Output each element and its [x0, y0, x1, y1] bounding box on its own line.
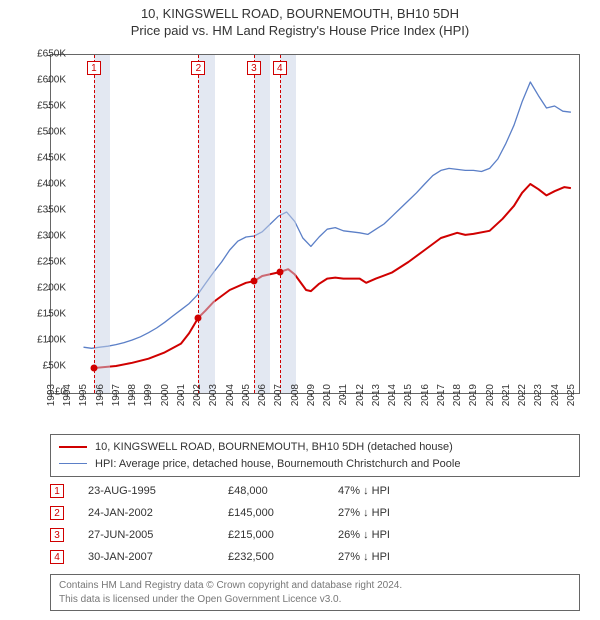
x-axis-label: 2022: [517, 384, 528, 414]
event-row: 2 24-JAN-2002£145,00027% ↓ HPI: [50, 502, 580, 524]
event-divider: [198, 55, 199, 393]
event-divider: [254, 55, 255, 393]
event-band: [94, 55, 110, 393]
legend-row-property: 10, KINGSWELL ROAD, BOURNEMOUTH, BH10 5D…: [59, 439, 571, 456]
y-axis-label: £150K: [22, 309, 66, 320]
x-axis-label: 2007: [273, 384, 284, 414]
event-row: 4 30-JAN-2007£232,50027% ↓ HPI: [50, 546, 580, 568]
page-title-sub: Price paid vs. HM Land Registry's House …: [0, 23, 600, 40]
x-axis-label: 2021: [501, 384, 512, 414]
legend-swatch-property: [59, 446, 87, 448]
x-axis-label: 2008: [290, 384, 301, 414]
sale-point: [276, 269, 283, 276]
sale-point: [90, 365, 97, 372]
footer-line1: Contains HM Land Registry data © Crown c…: [59, 579, 571, 593]
y-axis-label: £400K: [22, 179, 66, 190]
event-price: £145,000: [228, 507, 338, 519]
event-divider: [94, 55, 95, 393]
event-band: [280, 55, 296, 393]
y-axis-label: £200K: [22, 283, 66, 294]
y-axis-label: £600K: [22, 75, 66, 86]
event-marker-2: 2: [191, 61, 205, 75]
y-axis-label: £550K: [22, 101, 66, 112]
event-divider: [280, 55, 281, 393]
y-axis-label: £100K: [22, 335, 66, 346]
x-axis-label: 2014: [387, 384, 398, 414]
x-axis-label: 2005: [241, 384, 252, 414]
chart-lines: [51, 55, 579, 393]
x-axis-label: 2000: [160, 384, 171, 414]
x-axis-label: 2009: [306, 384, 317, 414]
event-diff: 26% ↓ HPI: [338, 529, 458, 541]
x-axis-label: 2023: [533, 384, 544, 414]
event-price: £232,500: [228, 551, 338, 563]
event-marker-4: 4: [273, 61, 287, 75]
legend: 10, KINGSWELL ROAD, BOURNEMOUTH, BH10 5D…: [50, 434, 580, 477]
x-axis-label: 2002: [192, 384, 203, 414]
x-axis-label: 2024: [550, 384, 561, 414]
y-axis-label: £350K: [22, 205, 66, 216]
event-date: 30-JAN-2007: [88, 551, 228, 563]
y-axis-label: £0: [22, 387, 66, 398]
legend-label-property: 10, KINGSWELL ROAD, BOURNEMOUTH, BH10 5D…: [95, 439, 453, 456]
event-row: 3 27-JUN-2005£215,00026% ↓ HPI: [50, 524, 580, 546]
event-date: 24-JAN-2002: [88, 507, 228, 519]
x-axis-label: 2020: [485, 384, 496, 414]
x-axis-label: 1996: [95, 384, 106, 414]
y-axis-label: £650K: [22, 49, 66, 60]
x-axis-label: 2015: [403, 384, 414, 414]
x-axis-label: 2006: [257, 384, 268, 414]
footer: Contains HM Land Registry data © Crown c…: [50, 574, 580, 611]
x-axis-label: 2019: [468, 384, 479, 414]
x-axis-label: 2013: [371, 384, 382, 414]
event-num: 4: [50, 550, 64, 564]
x-axis-label: 2016: [420, 384, 431, 414]
price-chart: 1 2 34: [50, 54, 580, 394]
event-diff: 27% ↓ HPI: [338, 551, 458, 563]
x-axis-label: 2012: [355, 384, 366, 414]
x-axis-label: 2010: [322, 384, 333, 414]
x-axis-label: 1993: [46, 384, 57, 414]
event-num: 2: [50, 506, 64, 520]
events-table: 1 23-AUG-1995£48,00047% ↓ HPI 2 24-JAN-2002…: [50, 480, 580, 568]
x-axis-label: 2004: [225, 384, 236, 414]
x-axis-label: 2003: [208, 384, 219, 414]
event-band: [254, 55, 270, 393]
event-date: 27-JUN-2005: [88, 529, 228, 541]
x-axis-label: 2017: [436, 384, 447, 414]
event-band: [198, 55, 214, 393]
page-title-address: 10, KINGSWELL ROAD, BOURNEMOUTH, BH10 5D…: [0, 6, 600, 23]
sale-point: [250, 278, 257, 285]
x-axis-label: 1999: [143, 384, 154, 414]
y-axis-label: £300K: [22, 231, 66, 242]
y-axis-label: £250K: [22, 257, 66, 268]
x-axis-label: 1997: [111, 384, 122, 414]
y-axis-label: £50K: [22, 361, 66, 372]
event-diff: 47% ↓ HPI: [338, 485, 458, 497]
x-axis-label: 2025: [566, 384, 577, 414]
x-axis-label: 2001: [176, 384, 187, 414]
event-num: 1: [50, 484, 64, 498]
event-row: 1 23-AUG-1995£48,00047% ↓ HPI: [50, 480, 580, 502]
x-axis-label: 1998: [127, 384, 138, 414]
y-axis-label: £450K: [22, 153, 66, 164]
event-price: £48,000: [228, 485, 338, 497]
legend-swatch-hpi: [59, 463, 87, 464]
event-date: 23-AUG-1995: [88, 485, 228, 497]
legend-label-hpi: HPI: Average price, detached house, Bour…: [95, 456, 460, 473]
sale-point: [195, 314, 202, 321]
event-marker-3: 3: [247, 61, 261, 75]
event-price: £215,000: [228, 529, 338, 541]
legend-row-hpi: HPI: Average price, detached house, Bour…: [59, 456, 571, 473]
x-axis-label: 2011: [338, 384, 349, 414]
x-axis-label: 1995: [78, 384, 89, 414]
y-axis-label: £500K: [22, 127, 66, 138]
event-marker-1: 1: [87, 61, 101, 75]
x-axis-label: 2018: [452, 384, 463, 414]
x-axis-label: 1994: [62, 384, 73, 414]
footer-line2: This data is licensed under the Open Gov…: [59, 593, 571, 607]
event-diff: 27% ↓ HPI: [338, 507, 458, 519]
event-num: 3: [50, 528, 64, 542]
